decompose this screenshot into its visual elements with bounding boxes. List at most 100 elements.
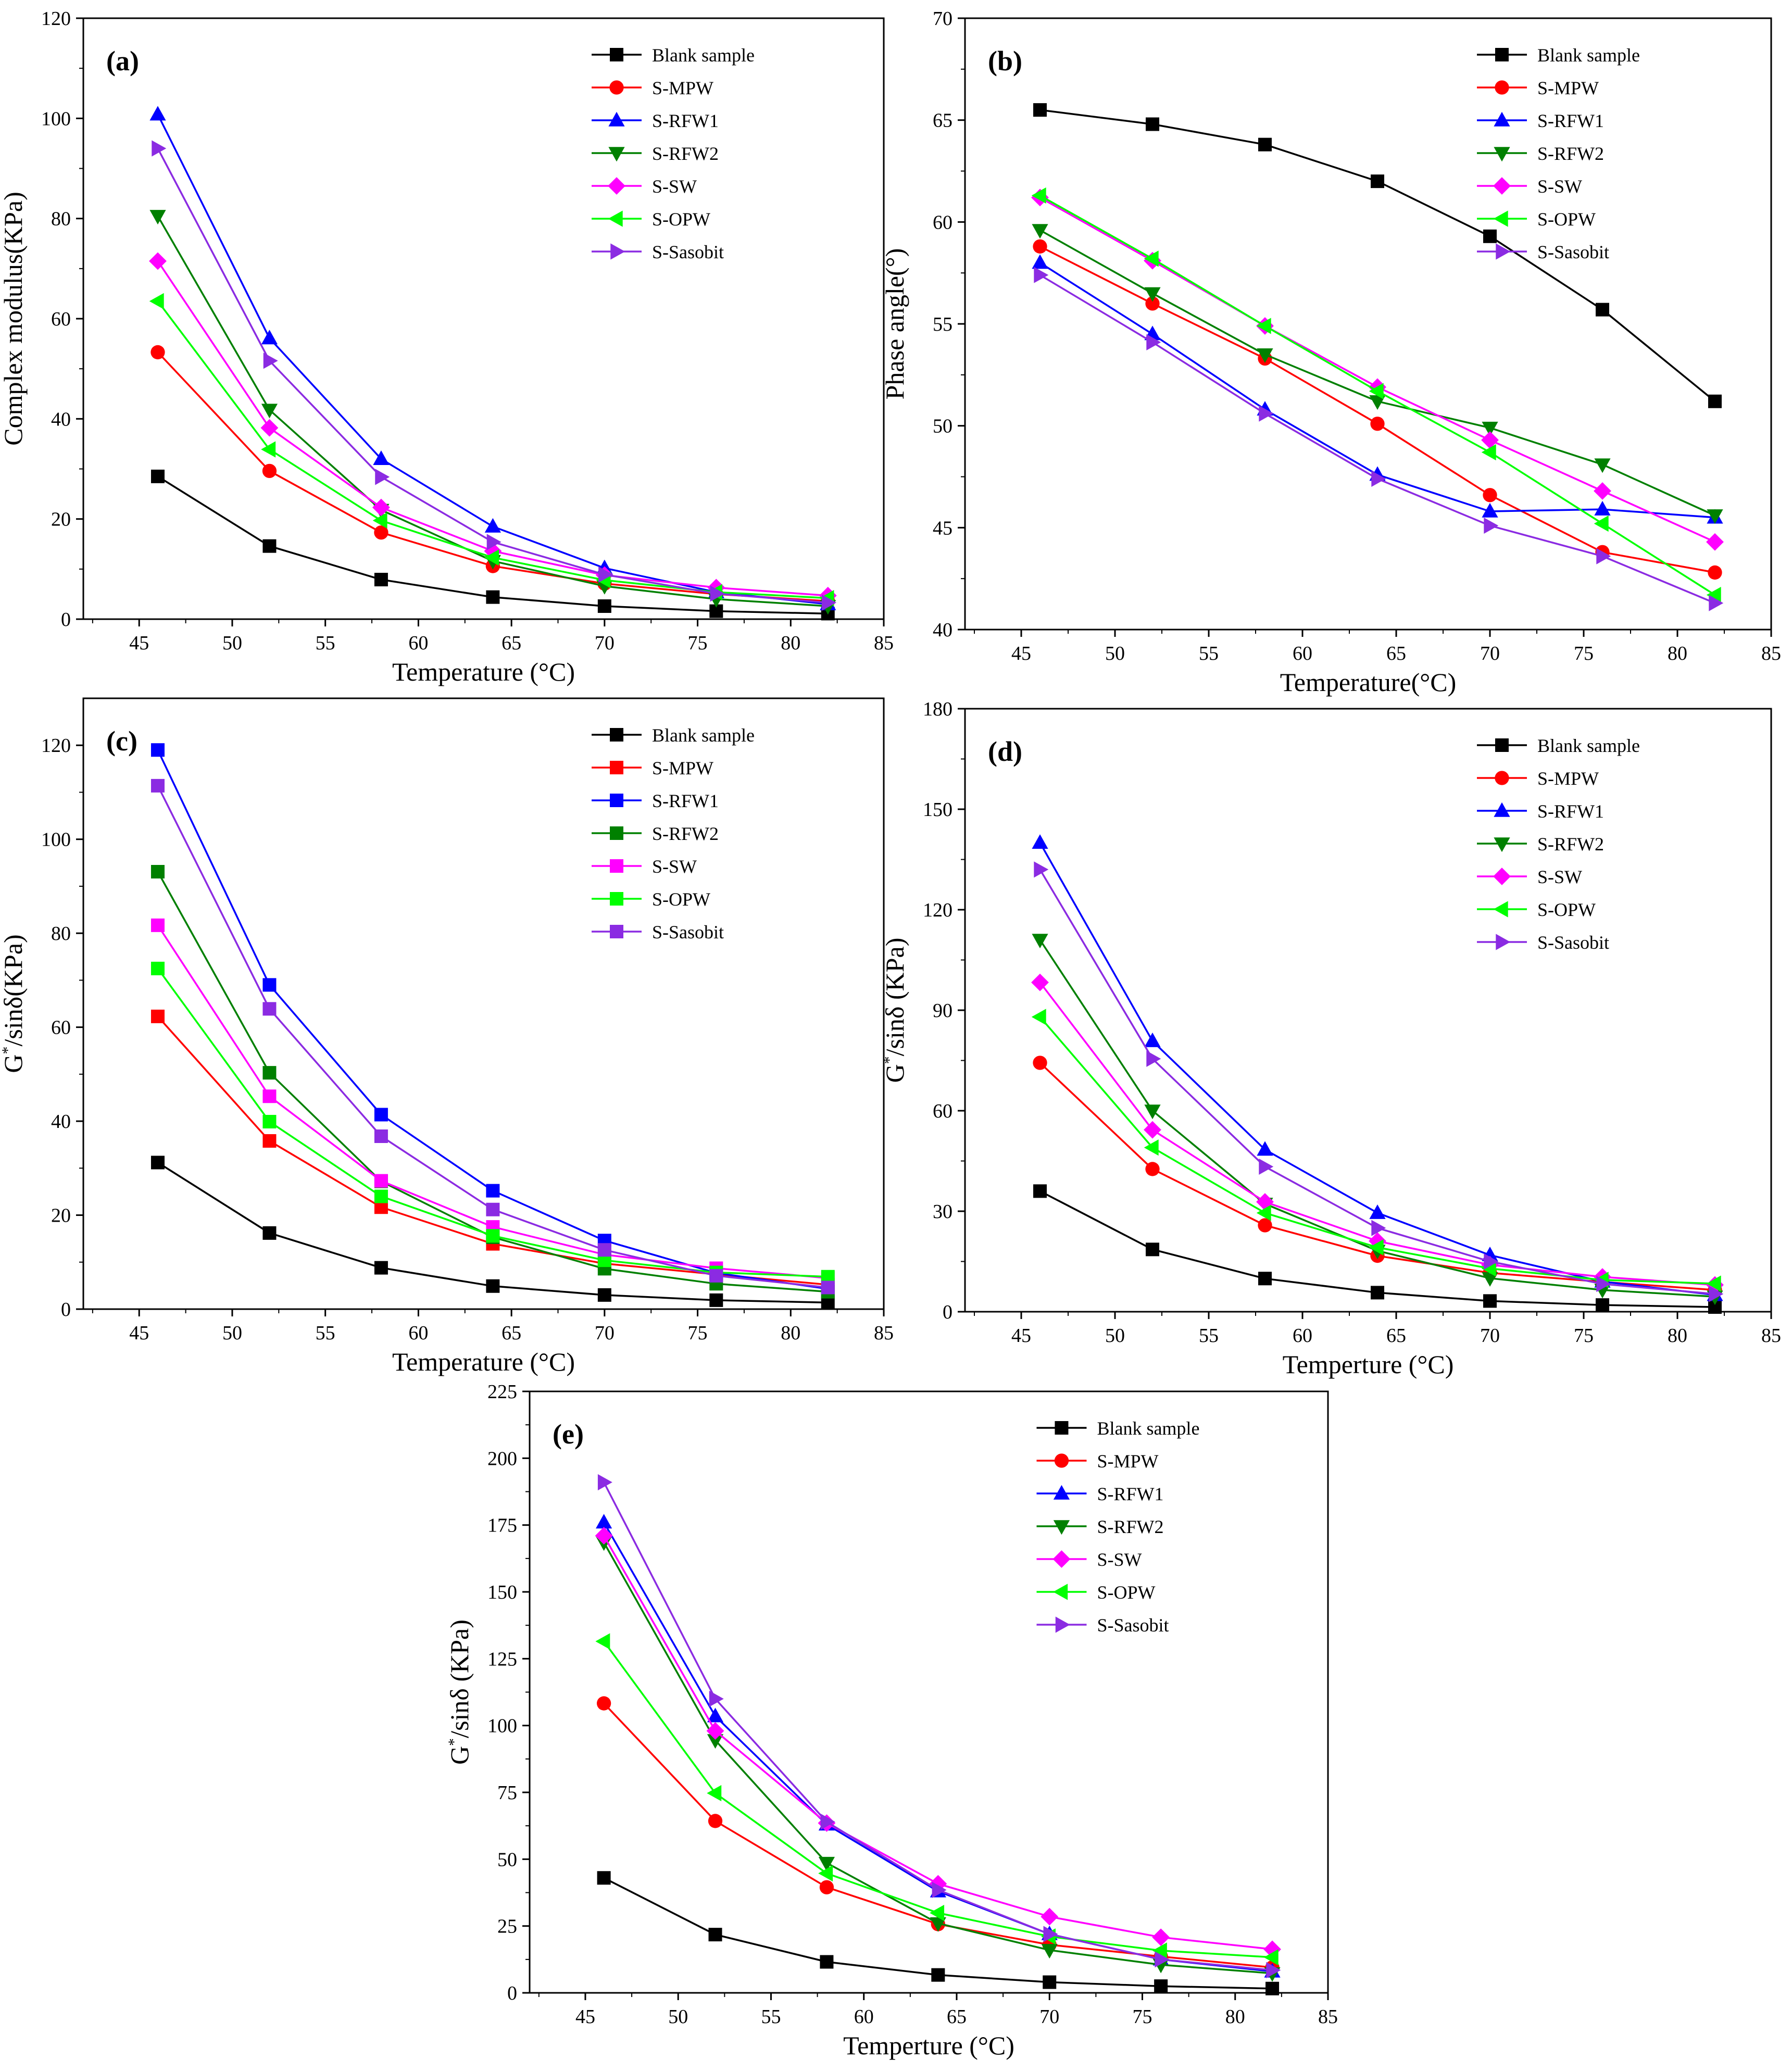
y-tick-label: 80	[51, 923, 71, 945]
y-tick-label: 60	[933, 1100, 953, 1122]
data-point	[151, 469, 165, 483]
data-point	[1596, 1276, 1611, 1292]
series-s-sasobit	[152, 140, 837, 611]
data-point	[1146, 1050, 1161, 1067]
legend-item: S-RFW2	[1476, 834, 1604, 855]
y-tick-label: 100	[41, 108, 71, 130]
data-point	[709, 1690, 724, 1707]
plot-area	[82, 697, 885, 1310]
data-point	[151, 1009, 165, 1023]
legend-item: S-RFW2	[1036, 1516, 1163, 1537]
y-tick-label: 60	[51, 308, 71, 330]
x-tick-label: 65	[947, 2006, 967, 2028]
data-point	[151, 778, 165, 793]
legend-label: S-SW	[1537, 867, 1582, 887]
data-point	[1483, 488, 1497, 503]
legend-marker	[608, 111, 625, 127]
legend-item: Blank sample	[1036, 1418, 1199, 1439]
x-tick-label: 75	[1574, 1325, 1594, 1347]
data-point	[262, 463, 277, 478]
x-tick-label: 80	[1668, 1325, 1687, 1347]
x-tick-label: 55	[316, 632, 335, 654]
data-point	[1144, 1121, 1161, 1139]
data-point	[1033, 1184, 1047, 1198]
x-tick-label: 60	[1293, 643, 1312, 664]
y-tick-label: 75	[497, 1782, 517, 1804]
series-blank-sample	[151, 469, 835, 621]
data-point	[1371, 174, 1384, 189]
data-point	[375, 469, 390, 485]
x-tick-label: 70	[1480, 643, 1500, 664]
x-tick-label: 80	[1668, 643, 1687, 664]
y-tick-label: 90	[933, 1000, 953, 1022]
legend-marker	[609, 892, 623, 906]
y-tick-label: 0	[61, 1299, 71, 1321]
y-tick-label: 120	[41, 735, 71, 757]
legend-item: S-RFW1	[591, 110, 719, 131]
data-point	[1594, 482, 1611, 500]
legend-label: S-OPW	[652, 209, 710, 230]
y-tick-label: 40	[933, 619, 953, 641]
legend: Blank sample S-MPW S-RFW1 S-RFW2 S-SW S-OPW S-…	[1476, 45, 1640, 262]
y-tick-label: 65	[933, 110, 953, 132]
data-point	[1031, 1009, 1046, 1025]
data-point	[1259, 405, 1274, 422]
legend-marker	[1495, 738, 1509, 752]
chart-panel-b: 45 50 55 60 65 70 75 80 85 40 45 50 55 60 65 70 Temperat…	[880, 8, 1781, 697]
legend-marker	[608, 210, 623, 227]
x-tick-label: 80	[781, 1322, 800, 1344]
legend-marker	[1493, 901, 1508, 918]
data-point	[1032, 224, 1048, 239]
legend-label: S-SW	[1097, 1549, 1142, 1570]
series-s-rfw2	[1032, 224, 1723, 524]
legend-label: S-RFW1	[1537, 110, 1604, 131]
legend-label: S-Sasobit	[1537, 242, 1609, 262]
legend-marker	[1053, 1520, 1070, 1535]
data-point	[1152, 1942, 1167, 1959]
y-tick-label: 150	[923, 799, 953, 821]
data-point	[149, 106, 166, 121]
data-point	[1155, 1951, 1170, 1968]
x-tick-label: 45	[575, 2006, 595, 2028]
legend-item: S-Sasobit	[591, 922, 724, 943]
data-point	[595, 1527, 613, 1545]
legend-marker	[1495, 771, 1509, 785]
legend-marker	[609, 925, 623, 938]
data-point	[1596, 548, 1611, 564]
y-tick-label: 80	[51, 208, 71, 230]
data-point	[597, 1243, 611, 1257]
series-s-sasobit	[597, 1474, 1281, 1978]
data-point	[262, 1134, 277, 1148]
data-point	[1146, 334, 1161, 350]
x-tick-label: 85	[1761, 643, 1781, 664]
legend-label: S-OPW	[1537, 899, 1596, 920]
data-point	[1033, 103, 1047, 117]
panel-label: (a)	[106, 45, 139, 77]
data-point	[1708, 394, 1722, 408]
data-point	[151, 1156, 165, 1170]
data-point	[374, 1129, 388, 1143]
data-point	[1483, 1294, 1497, 1308]
y-tick-label: 70	[933, 8, 953, 30]
data-point	[262, 1002, 277, 1016]
y-tick-label: 60	[933, 211, 953, 233]
data-point	[484, 549, 499, 566]
data-point	[1369, 1239, 1384, 1256]
data-point	[262, 1226, 277, 1240]
series-s-sasobit	[151, 778, 835, 1295]
y-tick-label: 150	[487, 1581, 517, 1603]
data-point	[486, 534, 502, 550]
data-point	[1708, 1300, 1722, 1314]
data-point	[597, 1288, 611, 1302]
data-point	[1145, 1162, 1160, 1176]
data-point	[821, 1280, 835, 1295]
data-point	[484, 518, 501, 533]
data-point	[1706, 1275, 1721, 1292]
data-point	[709, 1293, 723, 1307]
legend-item: S-RFW1	[1036, 1484, 1163, 1504]
x-tick-label: 70	[1039, 2006, 1059, 2028]
legend-item: S-MPW	[1476, 78, 1599, 98]
x-tick-label: 80	[1225, 2006, 1245, 2028]
data-point	[1146, 117, 1159, 131]
